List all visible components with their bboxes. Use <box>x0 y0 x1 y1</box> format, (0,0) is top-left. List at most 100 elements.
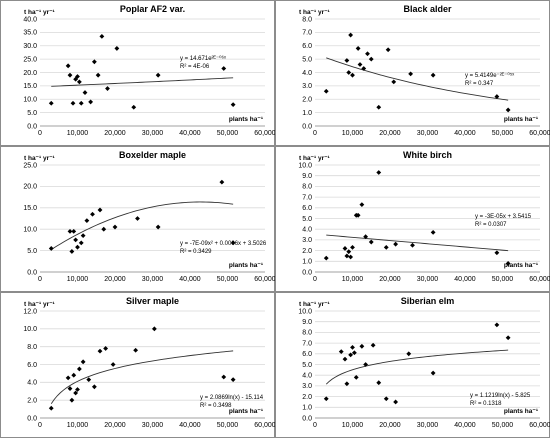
data-point <box>351 350 357 356</box>
y-tick-label: 6.0 <box>302 205 312 212</box>
y-tick-label: 5.0 <box>302 362 312 369</box>
x-tick-label: 50,000 <box>492 276 514 283</box>
y-tick-label: 2.0 <box>27 397 37 404</box>
chart-frame <box>275 0 550 146</box>
x-tick-label: 20,000 <box>104 276 126 283</box>
data-point <box>135 216 140 221</box>
x-tick-label: 30,000 <box>142 130 164 137</box>
y-tick-label: 25.0 <box>23 162 37 169</box>
x-axis-label: plants ha⁻¹ <box>229 262 263 269</box>
y-tick-label: 10.0 <box>23 227 37 234</box>
x-axis-label: plants ha⁻¹ <box>504 116 538 123</box>
x-tick-label: 50,000 <box>492 422 514 429</box>
y-tick-label: 10.0 <box>23 326 37 333</box>
x-tick-label: 40,000 <box>454 276 476 283</box>
data-point <box>408 71 414 77</box>
r-squared: R² = 0.0307 <box>475 222 507 228</box>
trend-equation: y = 1.1219ln(x) - 5.825 <box>470 393 531 399</box>
chart-panel-2: 0.0 1.0 2.0 3.0 4.0 5.0 6.0 7.0 8.0 0 10,000 20,000… <box>275 0 550 146</box>
y-tick-label: 4.0 <box>302 70 312 77</box>
y-axis-label: t ha⁻¹ yr⁻¹ <box>299 301 330 308</box>
chart-svg: 0.0 1.0 2.0 3.0 4.0 5.0 6.0 7.0 8.0 9.0 10.0 0 10,00… <box>275 146 550 292</box>
data-point <box>101 226 107 232</box>
y-tick-label: 2.0 <box>302 97 312 104</box>
y-axis-label: t ha⁻¹ yr⁻¹ <box>24 155 55 162</box>
chart-svg: 0.0 5.0 10.0 15.0 20.0 25.0 0 10,000 20,000 30,00… <box>0 146 275 292</box>
y-tick-label: 15.0 <box>23 205 37 212</box>
x-tick-label: 10,000 <box>67 276 89 283</box>
y-tick-label: 2.0 <box>302 248 312 255</box>
r-squared: R² = 0.1318 <box>470 401 502 407</box>
chart-panel-4: 0.0 1.0 2.0 3.0 4.0 5.0 6.0 7.0 8.0 9.0 10.0 0 10,00… <box>275 146 550 292</box>
r-squared: R² = 0.3498 <box>200 403 232 409</box>
y-tick-label: 8.0 <box>302 184 312 191</box>
data-point <box>406 351 412 357</box>
y-tick-label: 1.0 <box>302 405 312 412</box>
data-point <box>383 396 389 402</box>
chart-frame <box>0 0 275 146</box>
data-point <box>65 63 71 69</box>
x-tick-label: 60,000 <box>254 422 275 429</box>
chart-title: Siberian elm <box>401 296 455 306</box>
y-tick-label: 9.0 <box>302 319 312 326</box>
y-tick-label: 4.0 <box>302 227 312 234</box>
y-tick-label: 0.0 <box>27 269 37 276</box>
x-tick-label: 40,000 <box>179 276 201 283</box>
x-tick-label: 0 <box>313 130 317 137</box>
data-point <box>131 104 137 110</box>
data-point <box>71 372 77 378</box>
y-tick-label: 20.0 <box>23 184 37 191</box>
y-tick-label: 9.0 <box>302 173 312 180</box>
x-tick-label: 60,000 <box>529 276 550 283</box>
data-point <box>76 79 82 85</box>
data-point <box>48 405 54 411</box>
y-axis-label: t ha⁻¹ yr⁻¹ <box>299 9 330 16</box>
x-tick-label: 30,000 <box>142 422 164 429</box>
data-point <box>70 100 76 106</box>
data-point <box>73 237 79 243</box>
y-tick-label: 0.0 <box>302 123 312 130</box>
x-tick-label: 60,000 <box>254 130 275 137</box>
r-squared: R² = 4E-06 <box>180 64 210 70</box>
x-axis-label: plants ha⁻¹ <box>504 262 538 269</box>
y-tick-label: 30.0 <box>23 43 37 50</box>
x-tick-label: 60,000 <box>254 276 275 283</box>
data-point <box>67 72 73 78</box>
x-tick-label: 20,000 <box>104 422 126 429</box>
data-point <box>73 390 79 396</box>
trend-equation: y = 5.4149e⁻²ᴱ⁻⁰⁵ˣ <box>465 72 514 79</box>
x-tick-label: 60,000 <box>529 422 550 429</box>
y-tick-label: 7.0 <box>302 340 312 347</box>
x-tick-label: 10,000 <box>342 276 364 283</box>
chart-title: Silver maple <box>126 296 179 306</box>
chart-frame <box>0 292 275 438</box>
trend-equation: y = 14.671e²ᴱ⁻⁰⁶ˣ <box>180 55 226 62</box>
y-tick-label: 40.0 <box>23 16 37 23</box>
data-point <box>230 240 236 246</box>
y-tick-label: 2.0 <box>302 394 312 401</box>
y-tick-label: 5.0 <box>302 216 312 223</box>
trendline <box>326 234 509 252</box>
chart-panel-3: 0.0 5.0 10.0 15.0 20.0 25.0 0 10,000 20,000 30,00… <box>0 146 275 292</box>
y-tick-label: 4.0 <box>302 373 312 380</box>
x-tick-label: 10,000 <box>67 130 89 137</box>
data-point <box>114 46 120 51</box>
y-tick-label: 3.0 <box>302 83 312 90</box>
data-point <box>80 359 86 365</box>
data-point <box>82 90 88 95</box>
y-tick-label: 5.0 <box>27 248 37 255</box>
data-point <box>75 74 80 79</box>
x-tick-label: 10,000 <box>342 422 364 429</box>
x-tick-label: 0 <box>313 422 317 429</box>
r-squared: R² = 0.3429 <box>180 249 212 255</box>
data-point <box>494 322 500 328</box>
data-point <box>69 249 75 254</box>
y-tick-label: 25.0 <box>23 56 37 63</box>
trendline <box>326 57 509 101</box>
chart-svg: 0.0 1.0 2.0 3.0 4.0 5.0 6.0 7.0 8.0 0 10,000 20,000… <box>275 0 550 146</box>
data-point <box>67 386 73 391</box>
y-tick-label: 12.0 <box>23 308 37 315</box>
y-tick-label: 10.0 <box>23 97 37 104</box>
x-tick-label: 60,000 <box>529 130 550 137</box>
data-point <box>90 211 95 217</box>
